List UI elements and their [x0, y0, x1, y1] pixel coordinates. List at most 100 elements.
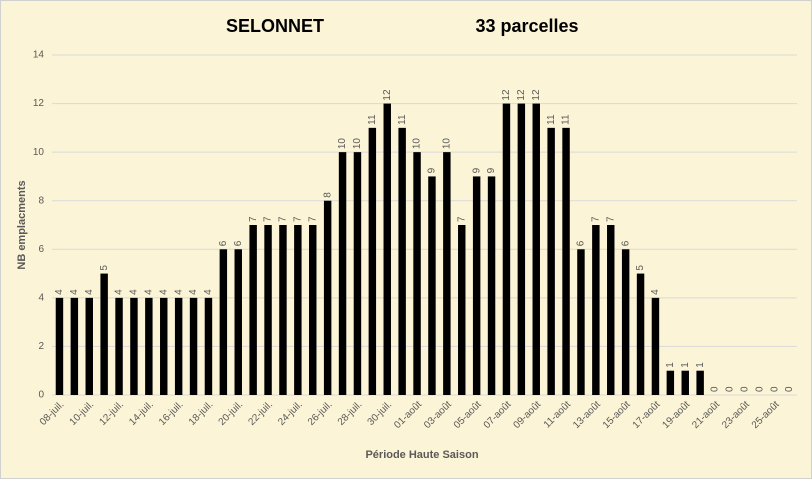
bar: [130, 297, 138, 395]
data-label: 7: [456, 216, 467, 222]
data-label: 4: [129, 289, 140, 295]
x-tick-label: 20-juil.: [217, 399, 246, 428]
data-label: 4: [143, 289, 154, 295]
x-tick-label: 24-juil.: [276, 399, 305, 428]
bar: [696, 370, 704, 395]
data-label: 4: [84, 289, 95, 295]
data-label: 7: [292, 216, 303, 222]
x-tick-label: 25-août: [750, 399, 782, 431]
bar: [219, 249, 228, 395]
x-axis-label: Période Haute Saison: [365, 449, 478, 461]
bar: [353, 152, 362, 395]
x-tick-label: 21-août: [690, 399, 722, 431]
y-tick-label: 14: [33, 50, 45, 61]
data-label: 12: [501, 89, 512, 101]
bar: [174, 297, 183, 395]
data-label: 9: [427, 167, 438, 173]
data-label: 6: [620, 240, 631, 246]
bar: [323, 200, 332, 395]
bar: [234, 249, 242, 395]
data-label: 1: [680, 362, 691, 368]
data-label: 4: [203, 289, 214, 295]
bar: [458, 225, 466, 395]
data-label: 7: [278, 216, 289, 222]
x-tick-label: 19-août: [660, 399, 692, 431]
data-label: 1: [665, 362, 676, 368]
x-tick-label: 18-juil.: [187, 399, 216, 428]
data-label: 6: [218, 240, 229, 246]
data-label: 1: [695, 362, 706, 368]
bar: [160, 297, 168, 395]
data-label: 12: [382, 89, 393, 101]
bar: [264, 225, 272, 395]
bar: [428, 176, 436, 395]
bar: [666, 370, 675, 395]
bar: [294, 225, 302, 395]
x-tick-label: 01-août: [392, 399, 424, 431]
bar: [681, 370, 689, 395]
bar: [577, 249, 585, 395]
bar: [532, 103, 540, 396]
x-tick-label: 23-août: [720, 399, 752, 431]
x-tick-label: 17-août: [631, 399, 663, 431]
x-tick-label: 22-juil.: [246, 399, 275, 428]
bar: [70, 297, 79, 395]
x-tick-label: 05-août: [452, 399, 484, 431]
data-label: 4: [54, 289, 65, 295]
bar: [517, 103, 526, 396]
data-label: 10: [441, 138, 452, 150]
data-label: 10: [337, 138, 348, 150]
x-tick-label: 09-août: [511, 399, 543, 431]
bar: [279, 225, 287, 395]
data-label: 6: [233, 240, 244, 246]
data-label: 4: [188, 289, 199, 295]
x-tick-label: 30-juil.: [366, 399, 395, 428]
data-label: 11: [397, 114, 408, 125]
data-label: 11: [367, 114, 378, 125]
data-label: 7: [590, 216, 601, 222]
data-label: 10: [352, 138, 363, 150]
data-label: 4: [69, 289, 80, 295]
x-tick-label: 10-juil.: [68, 399, 97, 428]
data-label: 6: [576, 240, 587, 246]
y-tick-label: 8: [38, 195, 44, 206]
y-tick-label: 4: [38, 292, 44, 303]
x-tick-label: 16-juil.: [157, 399, 186, 428]
data-label: 0: [725, 386, 736, 392]
x-tick-label: 26-juil.: [306, 399, 335, 428]
x-tick-label: 12-juil.: [97, 399, 126, 428]
bar: [204, 297, 213, 395]
data-label: 9: [486, 167, 497, 173]
y-tick-label: 12: [33, 98, 45, 109]
x-tick-label: 11-août: [542, 399, 573, 430]
bar: [562, 127, 570, 395]
data-label: 4: [173, 289, 184, 295]
bar: [547, 127, 555, 395]
bar: [621, 249, 630, 395]
bar: [398, 127, 406, 395]
data-label: 4: [114, 289, 125, 295]
x-tick-label: 28-juil.: [336, 399, 365, 428]
data-label: 0: [710, 386, 721, 392]
x-tick-label: 14-juil.: [127, 399, 156, 428]
bar: [100, 273, 108, 395]
data-label: 7: [263, 216, 274, 222]
bar: [592, 225, 600, 395]
x-tick-label: 07-août: [482, 399, 514, 431]
bar: [487, 176, 496, 395]
bar: [502, 103, 511, 396]
y-tick-label: 10: [33, 147, 45, 158]
data-label: 5: [99, 265, 110, 271]
data-label: 11: [546, 114, 557, 125]
bar: [607, 225, 615, 395]
y-axis-label: NB emplacments: [16, 180, 28, 269]
x-tick-label: 03-août: [422, 399, 454, 431]
bar: [249, 225, 257, 395]
data-label: 4: [158, 289, 169, 295]
bar: [368, 127, 377, 395]
bar: [55, 297, 64, 395]
data-label: 0: [784, 386, 795, 392]
bar: [145, 297, 153, 395]
bar: [472, 176, 481, 395]
data-label: 12: [531, 89, 542, 101]
